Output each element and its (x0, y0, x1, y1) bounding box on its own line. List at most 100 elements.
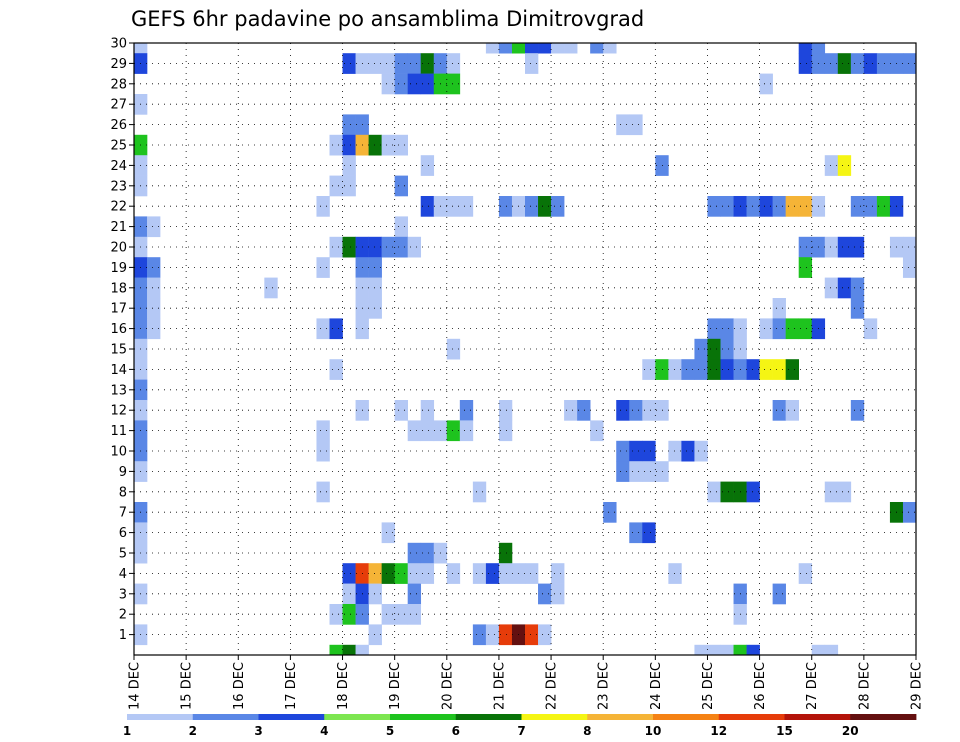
legend-swatch (784, 714, 851, 720)
heatmap-cell (472, 481, 487, 503)
heatmap-cell (525, 43, 539, 54)
heatmap-cell (446, 196, 461, 217)
heatmap-cell (720, 196, 734, 217)
heatmap-cell (551, 43, 565, 54)
heatmap-cell (707, 359, 721, 380)
heatmap-cell (772, 318, 786, 340)
heatmap-cell (538, 624, 552, 646)
heatmap-cell (785, 196, 799, 217)
heatmap-cell (147, 277, 161, 299)
y-tick-label: 12 (110, 404, 127, 419)
x-tick-label: 28 DEC (857, 662, 872, 710)
heatmap-cell (811, 43, 826, 54)
heatmap-cell (850, 196, 865, 217)
heatmap-cell (134, 43, 148, 54)
heatmap-cell (342, 155, 356, 176)
heatmap-cell (902, 502, 917, 523)
heatmap-cell (525, 196, 539, 217)
heatmap-cell (407, 73, 422, 95)
heatmap-cell (863, 196, 878, 217)
heatmap-cell (420, 196, 435, 217)
heatmap-cell (772, 298, 786, 319)
heatmap-cell (342, 604, 356, 625)
heatmap-cell (746, 359, 760, 380)
y-tick-label: 21 (110, 220, 127, 235)
heatmap-cell (863, 53, 878, 74)
legend-label: 20 (842, 724, 859, 738)
heatmap-cell (902, 53, 917, 74)
heatmap-cell (147, 216, 161, 238)
legend-swatch (127, 714, 194, 720)
heatmap-cell (446, 73, 461, 95)
legend-swatch (192, 714, 259, 720)
heatmap-cell (498, 196, 513, 217)
heatmap-cell (329, 134, 343, 156)
legend-swatch (850, 714, 917, 720)
heatmap-cell (551, 583, 565, 605)
y-tick-label: 27 (110, 98, 127, 113)
heatmap-cell (381, 236, 395, 258)
heatmap-cell (837, 53, 852, 74)
heatmap-cell (525, 53, 539, 74)
y-tick-label: 18 (110, 281, 127, 296)
legend-swatch (521, 714, 588, 720)
heatmap-cell (368, 624, 382, 646)
legend-swatch (587, 714, 654, 720)
heatmap-cell (642, 522, 656, 544)
heatmap-cell (642, 461, 656, 482)
heatmap-cell (681, 359, 695, 380)
legend-label: 1 (123, 724, 131, 738)
y-tick-label: 25 (110, 139, 127, 154)
heatmap-cell (381, 134, 395, 156)
x-tick-label: 29 DEC (910, 662, 925, 710)
heatmap-cell (798, 318, 813, 340)
y-tick-label: 28 (110, 77, 127, 92)
heatmap-cell (772, 583, 786, 605)
heatmap-cell (485, 563, 500, 584)
heatmap-cell (420, 542, 435, 564)
heatmap-cell (564, 43, 578, 54)
y-tick-label: 4 (119, 567, 127, 582)
chart-title: GEFS 6hr padavine po ansamblima Dimitrov… (131, 7, 644, 31)
heatmap-cell (407, 604, 422, 625)
heatmap-cell (798, 236, 813, 258)
heatmap-cell (498, 624, 513, 646)
x-tick-label: 16 DEC (232, 662, 247, 710)
heatmap-cell (420, 563, 435, 584)
heatmap-cell (772, 196, 786, 217)
heatmap-cell (694, 359, 708, 380)
heatmap-cell (368, 134, 382, 156)
heatmap-cell (824, 644, 839, 656)
heatmap-cell (525, 563, 539, 584)
x-tick-label: 25 DEC (701, 662, 716, 710)
heatmap-cell (707, 338, 721, 360)
heatmap-cell (616, 440, 630, 462)
heatmap-cell (642, 400, 656, 421)
legend-label: 7 (517, 724, 525, 738)
x-tick-label: 18 DEC (336, 662, 351, 710)
y-tick-label: 24 (110, 159, 127, 174)
heatmap-cell (368, 257, 382, 278)
y-tick-label: 29 (110, 57, 127, 72)
heatmap-cell (147, 298, 161, 319)
heatmap-cell (498, 542, 513, 564)
heatmap-cell (720, 338, 734, 360)
heatmap-cell (394, 175, 408, 197)
x-tick-label: 21 DEC (492, 662, 507, 710)
heatmap-cell (498, 400, 513, 421)
legend-label: 3 (254, 724, 262, 738)
y-tick-label: 13 (110, 383, 127, 398)
heatmap-cell (720, 359, 734, 380)
y-tick-label: 30 (110, 37, 127, 52)
heatmap-cell (459, 420, 474, 442)
heatmap-cell (316, 440, 330, 462)
heatmap-cell (538, 583, 552, 605)
heatmap-cell (498, 563, 513, 584)
legend-label: 6 (452, 724, 460, 738)
heatmap-cell (342, 563, 356, 584)
heatmap-cell (902, 236, 917, 258)
heatmap-cell (329, 236, 343, 258)
heatmap-cell (824, 481, 839, 503)
heatmap-cell (577, 400, 591, 421)
heatmap-cell (551, 563, 565, 584)
